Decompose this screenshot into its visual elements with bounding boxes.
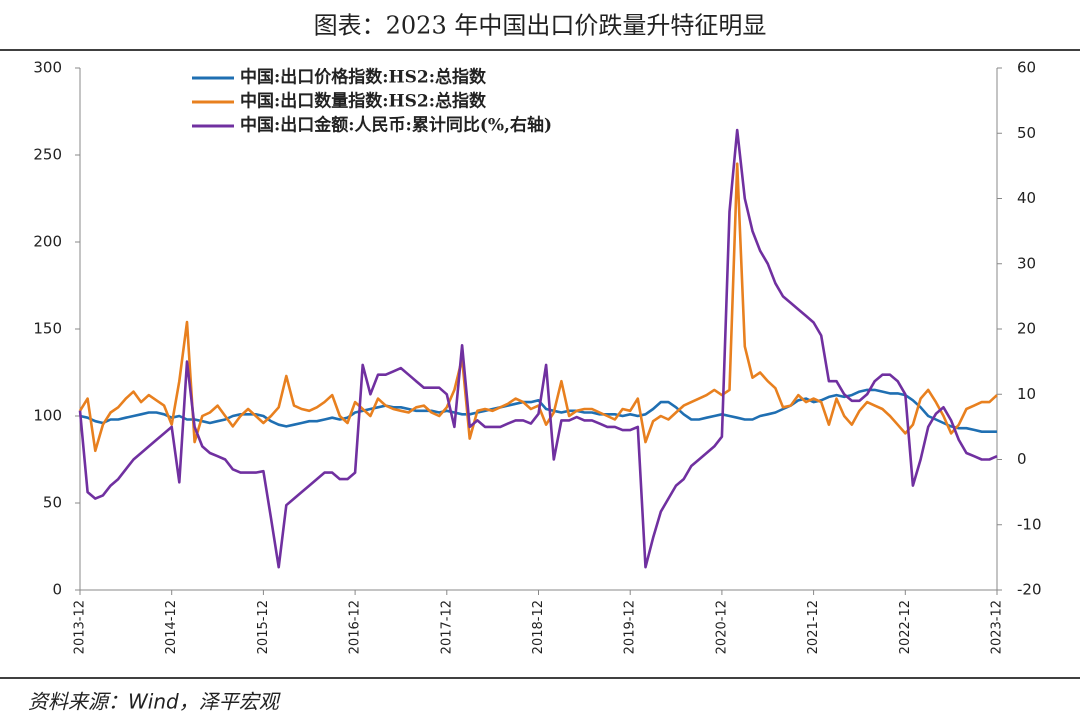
series-line	[78, 128, 998, 569]
legend-label: 中国:出口金额:人民币:累计同比(%,右轴)	[240, 115, 552, 136]
y-tick-label: 100	[33, 407, 62, 425]
legend-label: 中国:出口数量指数:HS2:总指数	[240, 91, 487, 112]
x-tick-label: 2013-12	[73, 600, 88, 654]
x-tick-label: 2020-12	[714, 600, 729, 654]
y2-tick-label: 50	[1017, 124, 1036, 142]
x-tick-label: 2018-12	[531, 600, 546, 654]
y-tick-label: 150	[33, 320, 62, 338]
chart-title: 图表：2023 年中国出口价跌量升特征明显	[314, 12, 767, 40]
y2-tick-label: 20	[1017, 320, 1036, 338]
x-tick-label: 2023-12	[990, 600, 1005, 654]
y2-tick-label: 60	[1017, 59, 1036, 77]
x-tick-label: 2021-12	[806, 600, 821, 654]
y-tick-label: 0	[52, 581, 62, 599]
y2-tick-label: 40	[1017, 189, 1036, 207]
y2-tick-label: 0	[1017, 450, 1027, 468]
y2-tick-label: 10	[1017, 385, 1036, 403]
x-tick-label: 2017-12	[439, 600, 454, 654]
x-tick-label: 2019-12	[623, 600, 638, 654]
y-tick-label: 250	[33, 146, 62, 164]
x-tick-label: 2022-12	[898, 600, 913, 654]
x-tick-label: 2014-12	[164, 600, 179, 654]
x-tick-label: 2015-12	[256, 600, 271, 654]
legend-label: 中国:出口价格指数:HS2:总指数	[240, 67, 487, 88]
y2-tick-label: -10	[1017, 515, 1042, 533]
x-tick-label: 2016-12	[348, 600, 363, 654]
series-line	[79, 388, 997, 434]
y-tick-label: 200	[33, 233, 62, 251]
y2-tick-label: -20	[1017, 581, 1042, 599]
y2-tick-label: 30	[1017, 254, 1036, 272]
y-tick-label: 50	[43, 494, 62, 512]
source-note: 资料来源：Wind，泽平宏观	[28, 690, 281, 714]
y-tick-label: 300	[33, 59, 62, 77]
